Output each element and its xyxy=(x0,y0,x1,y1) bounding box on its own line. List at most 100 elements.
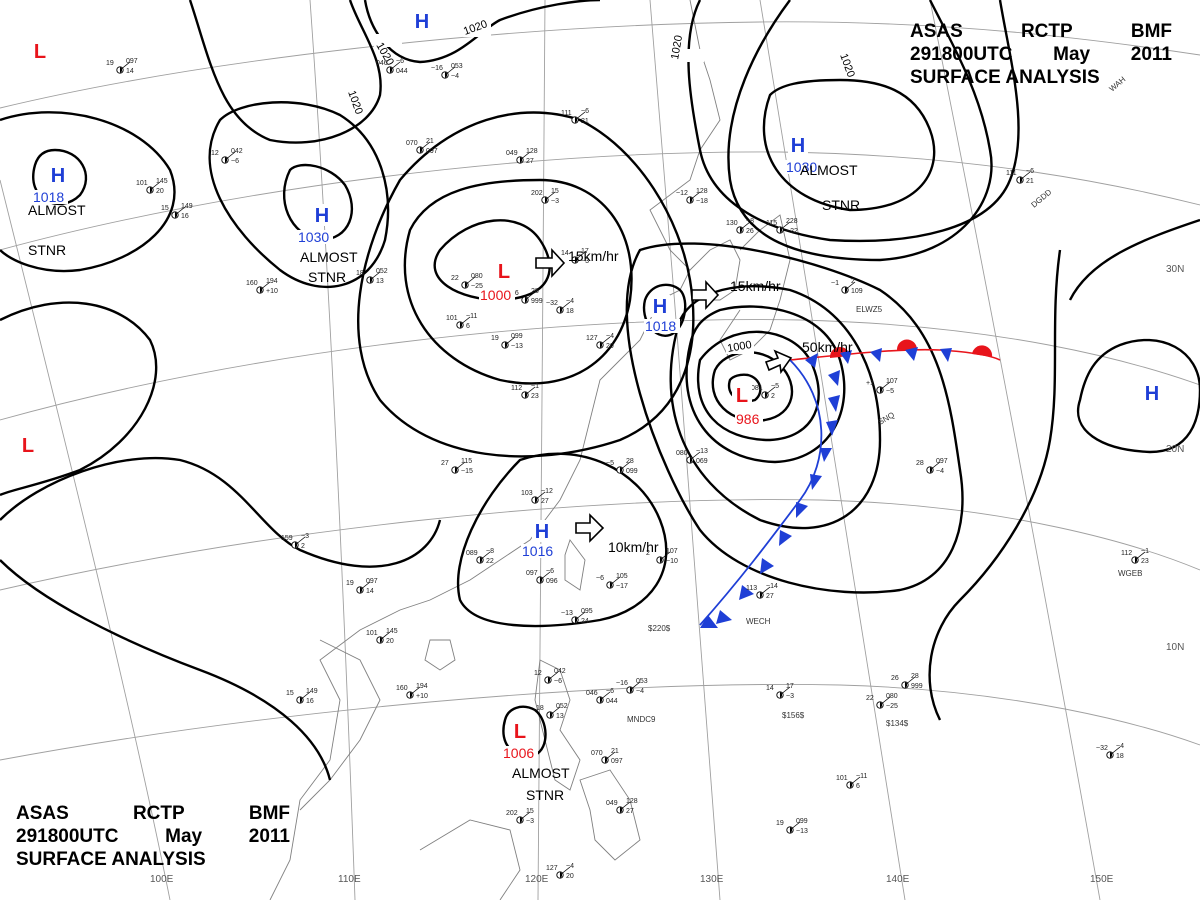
system-value-bg xyxy=(785,160,821,174)
station-pressure: ~4 xyxy=(566,863,574,870)
station-tendency: 999 xyxy=(911,683,923,690)
station-temperature: 28 xyxy=(916,460,924,467)
station-pressure: 28 xyxy=(531,288,539,295)
station-wind-barb xyxy=(459,316,471,326)
station-tendency: 6 xyxy=(466,323,470,330)
station-plot: ~5 28 099 xyxy=(606,458,638,475)
isobar-label: 1000 xyxy=(726,339,752,355)
isobar-label-bg xyxy=(374,34,402,47)
station-temperature: ~32 xyxy=(1096,745,1108,752)
station-plot: ~12 128 ~18 xyxy=(676,188,708,205)
station-tendency: 23 xyxy=(1141,558,1149,565)
system-note: ALMOST xyxy=(512,765,570,781)
station-tendency: 18 xyxy=(1116,753,1124,760)
station-tendency: 22 xyxy=(486,558,494,565)
header-line-1: ASAS RCTP BMF xyxy=(910,20,1172,43)
station-wind-barb xyxy=(779,686,791,696)
isobar-ne-1020 xyxy=(687,0,1020,243)
station-plot: 22 080 ~25 xyxy=(451,273,483,290)
latitude-label: 20N xyxy=(1166,444,1184,455)
station-pressure: ~12 xyxy=(541,488,553,495)
station-tendency: ~3 xyxy=(551,198,559,205)
station-pressure: 145 xyxy=(156,178,168,185)
station-pressure: 107 xyxy=(666,548,678,555)
station-tendency: 16 xyxy=(181,213,189,220)
station-temperature: ~6 xyxy=(596,575,604,582)
station-temperature: 113 xyxy=(746,585,757,592)
station-tendency: 26 xyxy=(746,228,754,235)
isobar-west-1020 xyxy=(208,101,390,289)
station-tendency: 2 xyxy=(301,543,305,550)
isobar-low-994 xyxy=(697,330,820,442)
latitude-line-0n xyxy=(0,684,1200,761)
station-tendency: +10 xyxy=(416,693,428,700)
station-plot: 19 099 ~13 xyxy=(491,333,523,350)
station-wind-barb xyxy=(534,491,546,501)
high-pressure-center: H 1030 ALMOST STNR xyxy=(297,204,358,285)
coast-korea xyxy=(689,239,741,301)
warm-front-semicircle xyxy=(972,345,993,357)
station-id: $134$ xyxy=(886,719,909,728)
station-wind-barb xyxy=(689,191,701,201)
footer-title: SURFACE ANALYSIS xyxy=(16,849,206,870)
station-wind-barb xyxy=(547,671,559,681)
station-wind-barb xyxy=(544,191,556,201)
longitude-label: 110E xyxy=(338,874,361,885)
low-pressure-center: L xyxy=(18,434,38,457)
station-temperature: 112 xyxy=(1121,550,1132,557)
station-pressure: ~8 xyxy=(746,218,754,225)
header-top-right: ASAS RCTP BMF 291800UTC May 2011 SURFACE… xyxy=(910,20,1172,89)
station-wind-barb xyxy=(519,811,531,821)
station-plot: 101 ~11 6 xyxy=(446,313,477,330)
motion-speed-label: 10km/hr xyxy=(608,539,659,555)
station-wind-barb xyxy=(604,751,616,761)
station-pressure: ~1 xyxy=(1141,548,1149,555)
system-pressure-value: 1030 xyxy=(298,229,329,245)
system-symbol-bg xyxy=(18,434,38,456)
station-wind-barb xyxy=(549,706,561,716)
latitude-label: 10N xyxy=(1166,642,1184,653)
station-temperature: 112 xyxy=(511,385,522,392)
station-temperature: 070 xyxy=(591,750,603,757)
system-value-bg xyxy=(32,190,68,204)
station-tendency: 21 xyxy=(581,118,589,125)
station-id: $220$ xyxy=(648,624,671,633)
high-symbol: H xyxy=(315,205,329,227)
station-pressure: 042 xyxy=(554,668,566,675)
isobar-south-long xyxy=(0,559,332,781)
station-plot: 202 15 ~3 xyxy=(506,808,534,825)
system-symbol-bg xyxy=(312,204,332,226)
cold-front-triangle xyxy=(700,615,718,628)
station-tendency: 069 xyxy=(696,458,708,465)
station-plot: 18 052 13 xyxy=(536,703,568,720)
station-tendency: 20 xyxy=(566,873,574,880)
low-symbol: L xyxy=(736,385,748,407)
station-plot: 103 ~12 27 xyxy=(521,488,553,505)
system-symbol-bg xyxy=(650,295,670,317)
station-tendency: ~25 xyxy=(886,703,898,710)
station-pressure: ~6 xyxy=(606,688,614,695)
station-temperature: 22 xyxy=(451,275,459,282)
station-tendency: ~3 xyxy=(526,818,534,825)
station-temperature: 070 xyxy=(406,140,418,147)
station-pressure: 228 xyxy=(786,218,798,225)
motion-arrow-low-986 xyxy=(764,349,793,375)
cold-front-triangle xyxy=(828,395,840,412)
system-symbol-bg xyxy=(494,260,514,282)
station-tendency: ~4 xyxy=(451,73,459,80)
high-symbol: H xyxy=(535,521,549,543)
station-plot: ~1 2 109 xyxy=(831,278,863,295)
station-pressure: 097 xyxy=(366,578,378,585)
station-pressure: ~4 xyxy=(566,298,574,305)
station-tendency: 20 xyxy=(156,188,164,195)
station-pressure: ~6 xyxy=(546,568,554,575)
station-wind-barb xyxy=(609,576,621,586)
station-wind-barb xyxy=(1134,551,1146,561)
isobar-label-bg xyxy=(838,44,866,57)
station-pressure: ~4 xyxy=(606,333,614,340)
station-wind-barb xyxy=(689,451,701,461)
station-pressure: 097 xyxy=(936,458,948,465)
longitude-line-110e xyxy=(309,0,356,900)
